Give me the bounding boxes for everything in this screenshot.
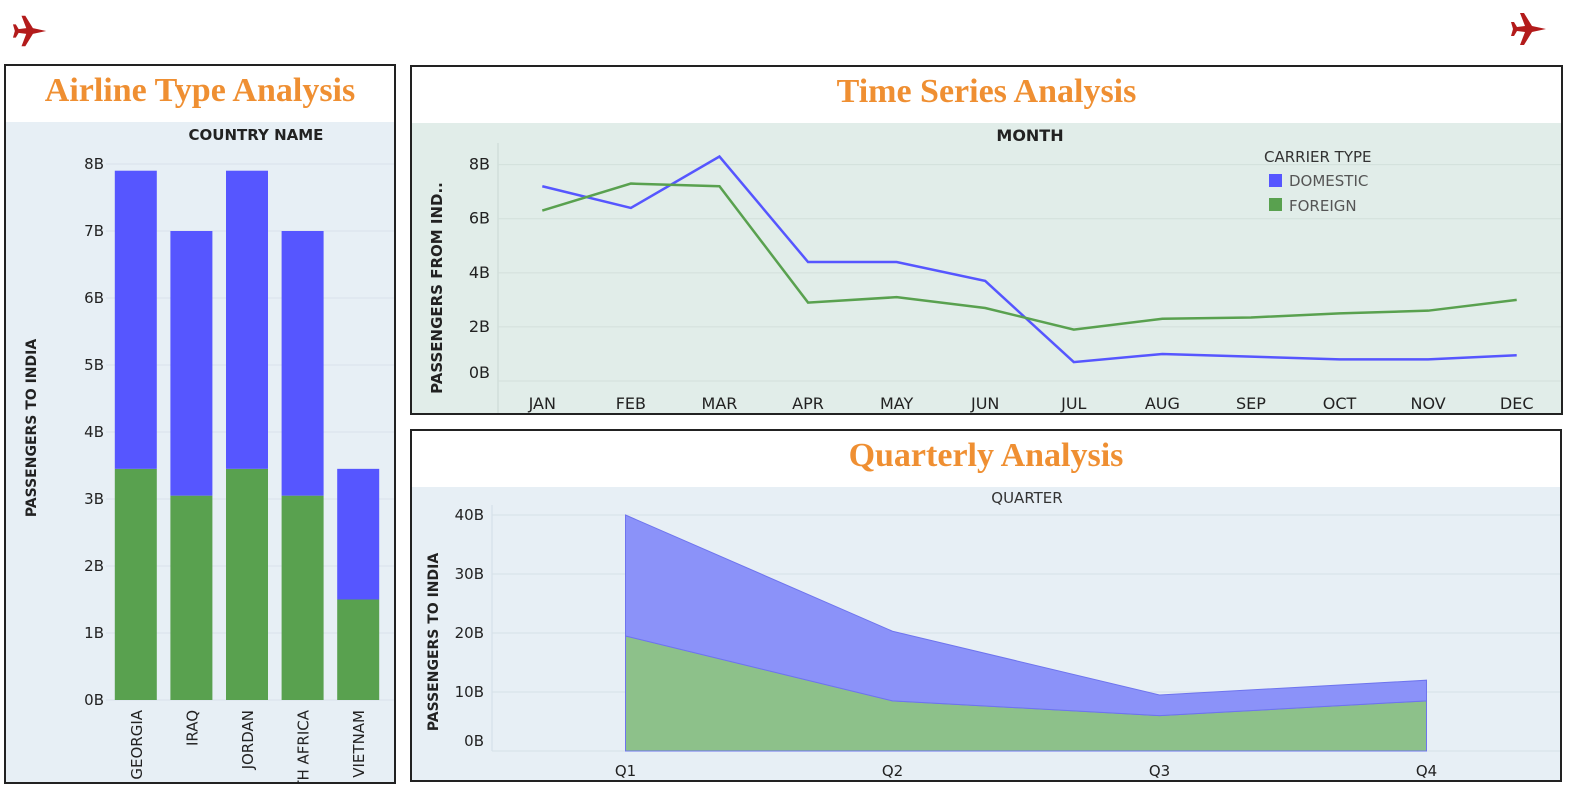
- quarterly-area-chart: QUARTER PASSENGERS TO INDIA 0B 10B 20B 30B 4…: [412, 487, 1560, 780]
- bar-domestic[interactable]: [226, 170, 268, 469]
- bar-domestic[interactable]: [114, 170, 157, 469]
- legend-title: CARRIER TYPE: [1264, 148, 1372, 166]
- y-tick-label: 1B: [84, 624, 104, 642]
- x-tick-label: AUG: [1145, 394, 1180, 413]
- x-tick-label: IRAQ: [183, 710, 201, 746]
- legend-item-foreign: FOREIGN: [1289, 197, 1357, 215]
- bar-foreign[interactable]: [170, 495, 213, 700]
- legend-swatch-domestic: [1269, 174, 1282, 187]
- column-header: MONTH: [996, 126, 1063, 145]
- y-tick-label: 20B: [455, 624, 484, 642]
- y-tick-label: 2B: [469, 317, 490, 336]
- legend: CARRIER TYPE DOMESTIC FOREIGN: [1264, 148, 1372, 215]
- y-tick-label: 10B: [455, 683, 484, 701]
- y-tick-label: 40B: [455, 506, 484, 524]
- x-tick-label: JAN: [528, 394, 556, 413]
- x-tick-label: Q2: [882, 762, 903, 780]
- line-domestic[interactable]: [541, 154, 1517, 364]
- airplane-icon: [1511, 13, 1546, 45]
- quarterly-panel-title: Quarterly Analysis: [848, 437, 1124, 474]
- plot-background: [412, 123, 1561, 413]
- x-tick-label: FEB: [616, 394, 646, 413]
- time-series-line-chart: MONTH PASSENGERS FROM IND.. 0B 2B 4B 6B 8B J…: [412, 123, 1561, 413]
- y-tick-label: 5B: [84, 356, 104, 374]
- y-axis-label: PASSENGERS FROM IND..: [428, 182, 446, 394]
- area-domestic[interactable]: [625, 514, 1427, 717]
- y-tick-label: 30B: [455, 565, 484, 583]
- x-tick-label: NOV: [1411, 394, 1446, 413]
- y-tick-label: 0B: [469, 363, 490, 382]
- y-tick-label: 8B: [469, 155, 490, 174]
- bar-domestic[interactable]: [281, 231, 324, 496]
- x-tick-label: OCT: [1323, 394, 1357, 413]
- legend-swatch-foreign: [1269, 198, 1282, 211]
- y-axis-label: PASSENGERS TO INDIA: [426, 553, 442, 732]
- x-tick-label: GEORGIA: [128, 709, 146, 779]
- x-tick-label: Q3: [1149, 762, 1170, 780]
- bar-foreign[interactable]: [337, 599, 380, 701]
- airplane-icon: [12, 15, 47, 47]
- y-tick-label: 3B: [84, 490, 104, 508]
- y-tick-label: 4B: [469, 263, 490, 282]
- x-tick-label: SEP: [1236, 394, 1266, 413]
- x-tick-label: JUN: [970, 394, 999, 413]
- y-tick-label: 0B: [84, 691, 104, 709]
- quarterly-panel: Quarterly Analysis QUARTER PASSENGERS TO…: [410, 429, 1562, 782]
- y-tick-label: 6B: [84, 289, 104, 307]
- bar-foreign[interactable]: [226, 468, 268, 700]
- y-tick-label: 6B: [469, 209, 490, 228]
- airline-type-panel: Airline Type Analysis COUNTRY NAME PASSE…: [4, 64, 396, 784]
- x-tick-label: Q4: [1416, 762, 1437, 780]
- y-tick-label: 2B: [84, 557, 104, 575]
- x-tick-label: SOUTH AFRICA: [295, 709, 313, 782]
- x-tick-label: VIETNAM: [350, 710, 368, 778]
- column-header: COUNTRY NAME: [189, 126, 324, 144]
- x-tick-label: JUL: [1060, 394, 1086, 413]
- bar-foreign[interactable]: [281, 495, 324, 700]
- bar-foreign[interactable]: [114, 468, 157, 700]
- y-tick-label: 0B: [464, 732, 484, 750]
- legend-item-domestic: DOMESTIC: [1289, 172, 1368, 190]
- x-tick-label: MAR: [702, 394, 738, 413]
- airline-panel-title: Airline Type Analysis: [44, 72, 356, 109]
- bar-domestic[interactable]: [170, 231, 213, 496]
- x-tick-label: MAY: [880, 394, 914, 413]
- line-foreign[interactable]: [541, 182, 1517, 331]
- y-tick-label: 8B: [84, 155, 104, 173]
- timeseries-panel-title: Time Series Analysis: [836, 73, 1137, 110]
- y-axis-label: PASSENGERS TO INDIA: [24, 339, 40, 518]
- bar-domestic[interactable]: [337, 468, 380, 600]
- time-series-panel: Time Series Analysis MONTH PASSENGERS FR…: [410, 65, 1563, 415]
- y-tick-label: 7B: [84, 222, 104, 240]
- x-tick-label: JORDAN: [239, 710, 257, 770]
- y-tick-label: 4B: [84, 423, 104, 441]
- column-header: QUARTER: [991, 489, 1062, 507]
- x-tick-label: DEC: [1500, 394, 1534, 413]
- airline-bar-chart: COUNTRY NAME PASSENGERS TO INDIA 0B 1B 2B 3…: [6, 122, 394, 782]
- x-tick-label: Q1: [615, 762, 636, 780]
- x-tick-label: APR: [792, 394, 824, 413]
